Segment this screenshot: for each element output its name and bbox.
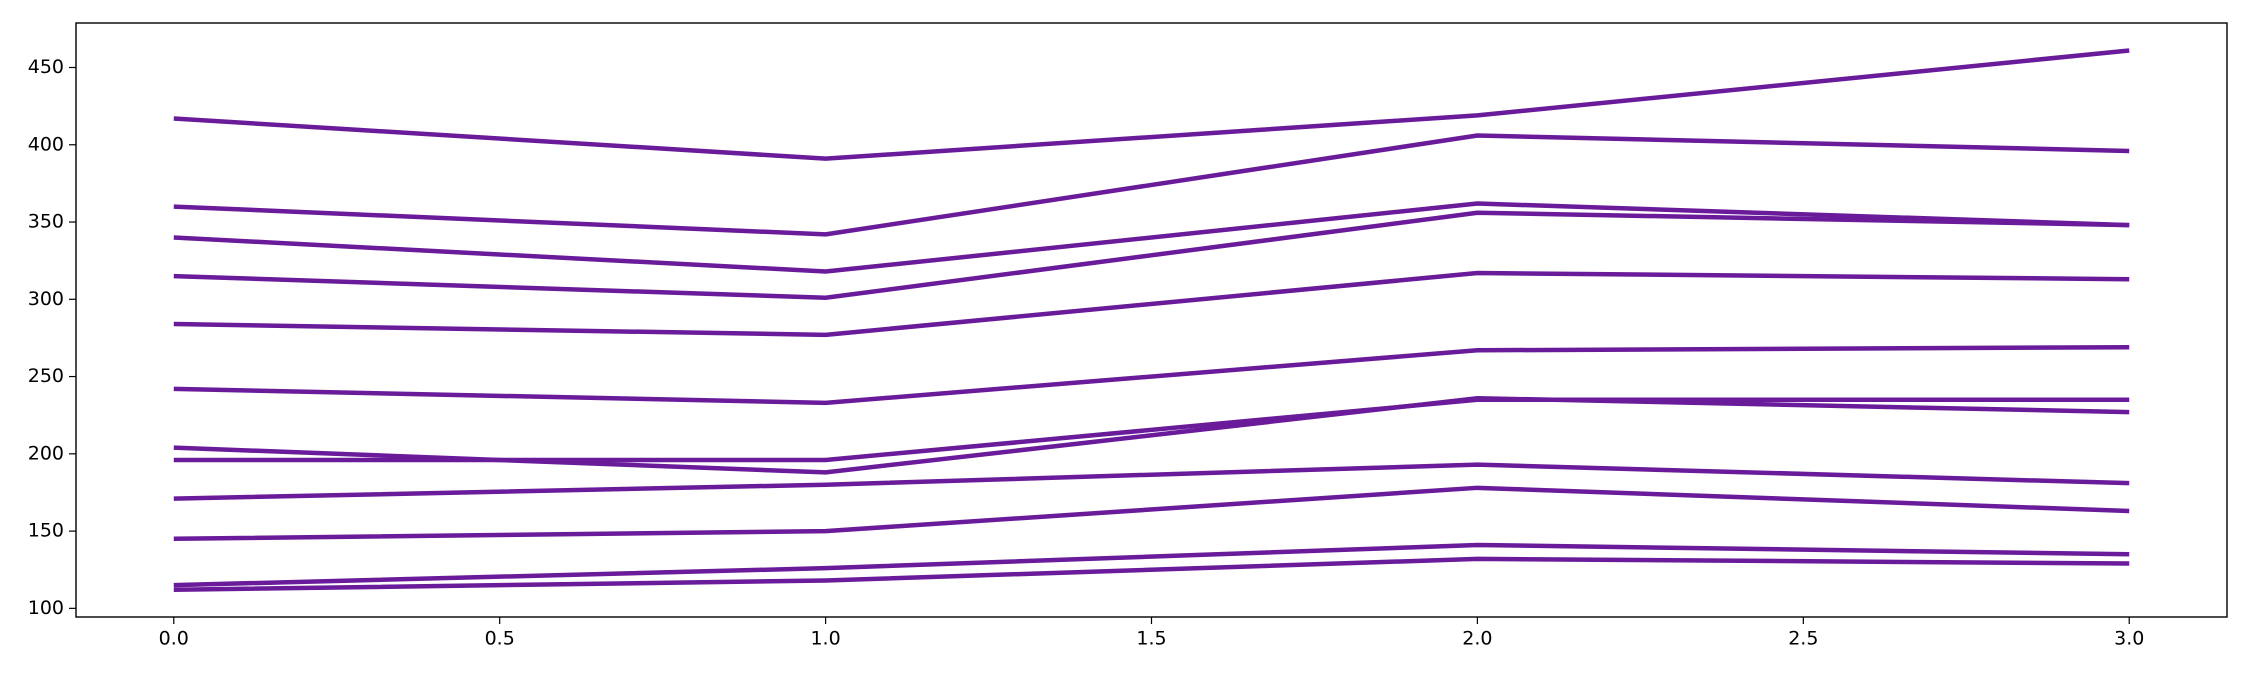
series-line [173, 462, 2130, 501]
series-line [173, 210, 2130, 300]
x-tick-label: 3.0 [2114, 628, 2144, 650]
y-tick-label: 300 [28, 288, 64, 310]
x-tick-label: 2.0 [1462, 628, 1492, 650]
y-tick-label: 400 [28, 133, 64, 155]
y-tick-label: 150 [28, 520, 64, 542]
y-tick-label: 450 [28, 56, 64, 78]
y-tick-label: 250 [28, 365, 64, 387]
series-line [173, 556, 2130, 593]
series-line [173, 485, 2130, 542]
series-line [173, 48, 2130, 161]
series-line [173, 344, 2130, 406]
x-tick-label: 0.0 [159, 628, 189, 650]
y-tick-label: 200 [28, 442, 64, 464]
series-line [173, 201, 2130, 274]
x-tick-label: 2.5 [1788, 628, 1818, 650]
series-line [173, 542, 2130, 588]
x-tick-label: 1.5 [1136, 628, 1166, 650]
y-tick-label: 100 [28, 597, 64, 619]
y-tick-label: 350 [28, 211, 64, 233]
x-tick-label: 0.5 [485, 628, 515, 650]
series-line [173, 397, 2130, 463]
series-line [173, 133, 2130, 237]
x-tick-label: 1.0 [810, 628, 840, 650]
series-line [173, 270, 2130, 338]
plot-frame [75, 22, 2228, 618]
